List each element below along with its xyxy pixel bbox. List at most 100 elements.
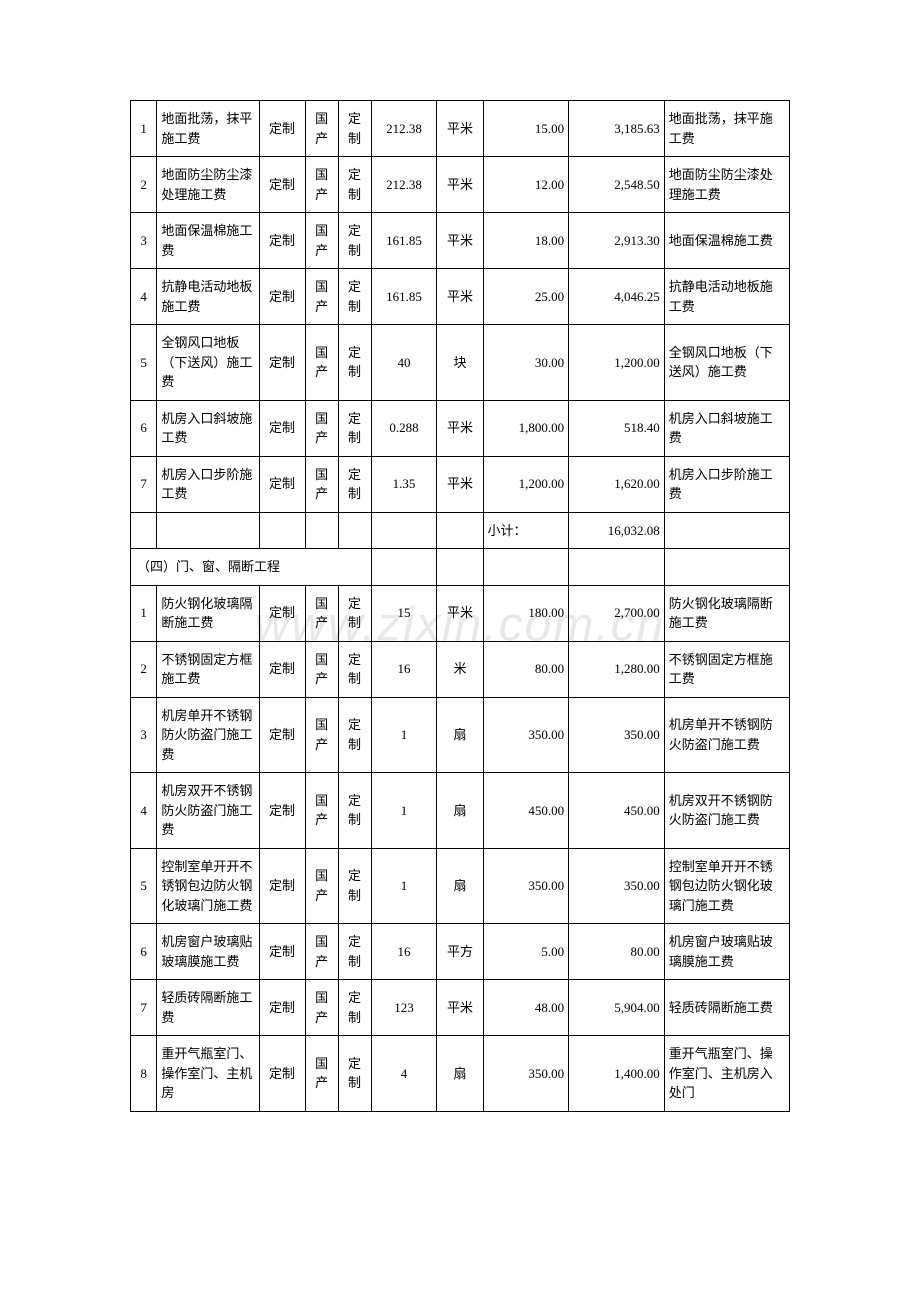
cell-spec: 定制 xyxy=(338,400,371,456)
cell-custom: 定制 xyxy=(259,924,305,980)
cell-unit: 扇 xyxy=(437,697,483,773)
cell-total: 518.40 xyxy=(569,400,665,456)
cell-qty: 161.85 xyxy=(371,269,437,325)
cell-unit: 平米 xyxy=(437,213,483,269)
cell-spec: 定制 xyxy=(338,325,371,401)
cell-qty: 40 xyxy=(371,325,437,401)
cell-name: 地面批荡，抹平施工费 xyxy=(157,101,259,157)
cell-spec: 定制 xyxy=(338,641,371,697)
cell-origin: 国产 xyxy=(305,848,338,924)
table-row: 8重开气瓶室门、操作室门、主机房定制国产定制4扇350.001,400.00重开… xyxy=(131,1036,790,1112)
cell-remark: 机房单开不锈钢防火防盗门施工费 xyxy=(664,697,789,773)
cell-name: 不锈钢固定方框施工费 xyxy=(157,641,259,697)
cell-total: 5,904.00 xyxy=(569,980,665,1036)
cell-remark: 机房入口斜坡施工费 xyxy=(664,400,789,456)
cell-price: 30.00 xyxy=(483,325,569,401)
cell-origin: 国产 xyxy=(305,697,338,773)
section-title: （四）门、窗、隔断工程 xyxy=(131,549,372,586)
cell-total: 350.00 xyxy=(569,848,665,924)
cell-origin: 国产 xyxy=(305,585,338,641)
cell-num: 8 xyxy=(131,1036,157,1112)
cell-qty: 16 xyxy=(371,641,437,697)
cell-custom: 定制 xyxy=(259,980,305,1036)
cell-custom: 定制 xyxy=(259,773,305,849)
cell-unit: 平米 xyxy=(437,269,483,325)
cell-name: 全钢风口地板（下送风）施工费 xyxy=(157,325,259,401)
cell-remark: 地面批荡，抹平施工费 xyxy=(664,101,789,157)
section-title-row: （四）门、窗、隔断工程 xyxy=(131,549,790,586)
cell-total: 450.00 xyxy=(569,773,665,849)
table-row: 7机房入口步阶施工费定制国产定制1.35平米1,200.001,620.00机房… xyxy=(131,456,790,512)
cell-num: 4 xyxy=(131,773,157,849)
cell-total: 2,700.00 xyxy=(569,585,665,641)
table-row: 4机房双开不锈钢防火防盗门施工费定制国产定制1扇450.00450.00机房双开… xyxy=(131,773,790,849)
cell-name: 抗静电活动地板施工费 xyxy=(157,269,259,325)
cell-num: 6 xyxy=(131,924,157,980)
cell-num: 2 xyxy=(131,641,157,697)
table-row: 4抗静电活动地板施工费定制国产定制161.85平米25.004,046.25抗静… xyxy=(131,269,790,325)
empty-cell xyxy=(338,512,371,549)
cell-num: 5 xyxy=(131,848,157,924)
subtotal-label: 小计： xyxy=(483,512,569,549)
cell-price: 350.00 xyxy=(483,1036,569,1112)
cell-spec: 定制 xyxy=(338,585,371,641)
cell-spec: 定制 xyxy=(338,269,371,325)
empty-cell xyxy=(371,512,437,549)
cell-name: 机房入口步阶施工费 xyxy=(157,456,259,512)
cell-custom: 定制 xyxy=(259,157,305,213)
cell-total: 2,913.30 xyxy=(569,213,665,269)
table-row: 2地面防尘防尘漆处理施工费定制国产定制212.38平米12.002,548.50… xyxy=(131,157,790,213)
empty-cell xyxy=(259,512,305,549)
cell-origin: 国产 xyxy=(305,213,338,269)
table-row: 7轻质砖隔断施工费定制国产定制123平米48.005,904.00轻质砖隔断施工… xyxy=(131,980,790,1036)
cell-qty: 212.38 xyxy=(371,101,437,157)
cell-remark: 地面防尘防尘漆处理施工费 xyxy=(664,157,789,213)
cell-unit: 扇 xyxy=(437,773,483,849)
cell-spec: 定制 xyxy=(338,1036,371,1112)
cell-name: 防火钢化玻璃隔断施工费 xyxy=(157,585,259,641)
cell-remark: 重开气瓶室门、操作室门、主机房入处门 xyxy=(664,1036,789,1112)
cell-total: 350.00 xyxy=(569,697,665,773)
cell-unit: 平米 xyxy=(437,101,483,157)
empty-cell xyxy=(664,549,789,586)
cell-total: 1,620.00 xyxy=(569,456,665,512)
cell-total: 80.00 xyxy=(569,924,665,980)
cell-name: 机房入口斜坡施工费 xyxy=(157,400,259,456)
cell-price: 5.00 xyxy=(483,924,569,980)
cell-name: 重开气瓶室门、操作室门、主机房 xyxy=(157,1036,259,1112)
cell-qty: 161.85 xyxy=(371,213,437,269)
table-row: 3地面保温棉施工费定制国产定制161.85平米18.002,913.30地面保温… xyxy=(131,213,790,269)
cell-num: 1 xyxy=(131,101,157,157)
cell-num: 1 xyxy=(131,585,157,641)
cell-unit: 平米 xyxy=(437,157,483,213)
cell-total: 3,185.63 xyxy=(569,101,665,157)
cell-num: 4 xyxy=(131,269,157,325)
cell-qty: 1.35 xyxy=(371,456,437,512)
empty-cell xyxy=(664,512,789,549)
cell-unit: 平米 xyxy=(437,400,483,456)
empty-cell xyxy=(569,549,665,586)
cell-custom: 定制 xyxy=(259,585,305,641)
cell-origin: 国产 xyxy=(305,101,338,157)
cell-total: 1,400.00 xyxy=(569,1036,665,1112)
cell-qty: 212.38 xyxy=(371,157,437,213)
cell-unit: 平方 xyxy=(437,924,483,980)
cell-origin: 国产 xyxy=(305,641,338,697)
cell-qty: 16 xyxy=(371,924,437,980)
empty-cell xyxy=(483,549,569,586)
cell-qty: 15 xyxy=(371,585,437,641)
cell-custom: 定制 xyxy=(259,1036,305,1112)
cell-origin: 国产 xyxy=(305,157,338,213)
cell-custom: 定制 xyxy=(259,325,305,401)
cell-remark: 不锈钢固定方框施工费 xyxy=(664,641,789,697)
cell-price: 1,800.00 xyxy=(483,400,569,456)
cell-name: 控制室单开开不锈钢包边防火钢化玻璃门施工费 xyxy=(157,848,259,924)
cell-custom: 定制 xyxy=(259,641,305,697)
cell-remark: 轻质砖隔断施工费 xyxy=(664,980,789,1036)
cell-qty: 4 xyxy=(371,1036,437,1112)
cell-origin: 国产 xyxy=(305,400,338,456)
table-row: 1防火钢化玻璃隔断施工费定制国产定制15平米180.002,700.00防火钢化… xyxy=(131,585,790,641)
cell-spec: 定制 xyxy=(338,101,371,157)
cell-origin: 国产 xyxy=(305,1036,338,1112)
cell-spec: 定制 xyxy=(338,848,371,924)
